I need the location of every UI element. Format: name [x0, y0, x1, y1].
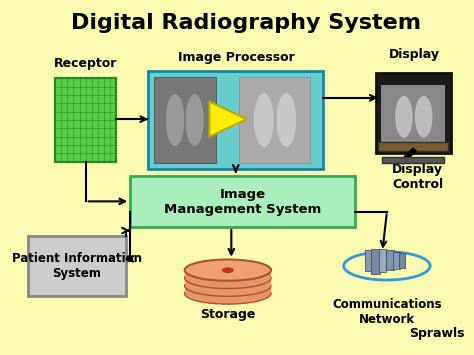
Text: Storage: Storage [200, 308, 255, 321]
Polygon shape [210, 102, 247, 137]
Text: Communications
Network: Communications Network [332, 298, 442, 326]
FancyBboxPatch shape [375, 73, 451, 153]
Text: Display: Display [389, 48, 440, 61]
Text: Receptor: Receptor [54, 57, 118, 70]
Ellipse shape [185, 94, 204, 146]
Text: Image Processor: Image Processor [178, 51, 294, 64]
Ellipse shape [276, 93, 296, 147]
FancyBboxPatch shape [28, 236, 126, 296]
FancyBboxPatch shape [55, 78, 117, 162]
Text: Sprawls: Sprawls [409, 327, 465, 340]
FancyBboxPatch shape [130, 176, 355, 227]
FancyBboxPatch shape [393, 252, 400, 269]
Ellipse shape [184, 260, 271, 281]
FancyBboxPatch shape [399, 253, 405, 268]
FancyBboxPatch shape [148, 71, 323, 169]
Ellipse shape [254, 93, 273, 147]
Text: Display
Control: Display Control [392, 163, 443, 191]
FancyBboxPatch shape [372, 249, 380, 274]
Ellipse shape [184, 283, 271, 304]
Text: Patient Information
System: Patient Information System [12, 252, 142, 280]
Text: Digital Radiography System: Digital Radiography System [71, 13, 421, 33]
FancyBboxPatch shape [365, 250, 372, 271]
Ellipse shape [415, 96, 432, 138]
FancyBboxPatch shape [379, 249, 386, 272]
FancyBboxPatch shape [184, 286, 271, 294]
Ellipse shape [184, 267, 271, 289]
FancyBboxPatch shape [184, 270, 271, 278]
FancyBboxPatch shape [239, 77, 310, 163]
FancyBboxPatch shape [382, 85, 445, 148]
FancyBboxPatch shape [383, 157, 444, 163]
FancyBboxPatch shape [154, 77, 216, 163]
Ellipse shape [184, 260, 271, 281]
Ellipse shape [184, 275, 271, 296]
FancyBboxPatch shape [184, 278, 271, 286]
FancyBboxPatch shape [378, 142, 448, 151]
Ellipse shape [166, 94, 184, 146]
Text: Image
Management System: Image Management System [164, 187, 321, 215]
FancyBboxPatch shape [385, 250, 394, 270]
Ellipse shape [395, 96, 413, 138]
Ellipse shape [222, 268, 233, 273]
